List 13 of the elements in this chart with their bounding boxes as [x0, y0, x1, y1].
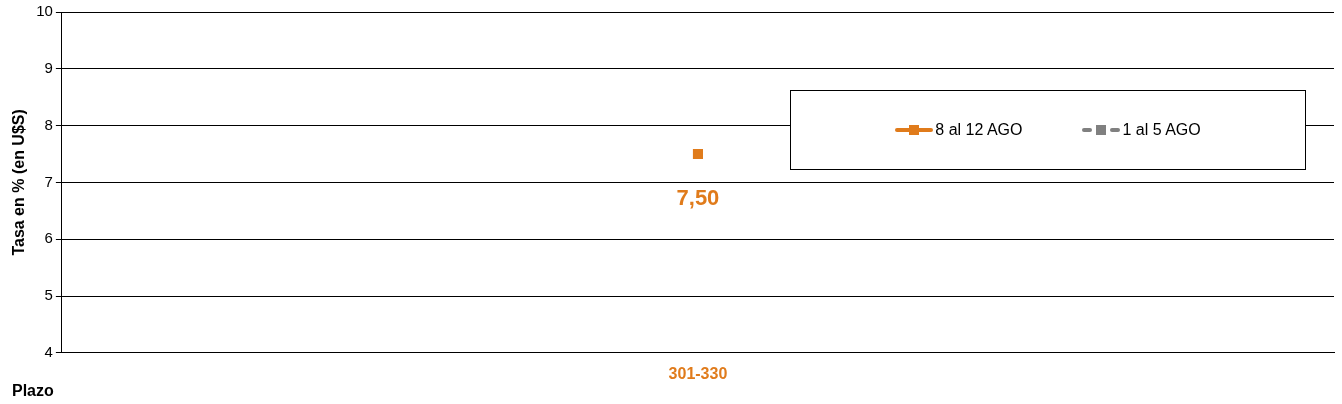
y-tick-label: 7 [44, 172, 53, 190]
legend-label: 8 al 12 AGO [935, 121, 1023, 139]
y-axis-title: Tasa en % (en U$S) [10, 109, 28, 256]
y-tick-label: 5 [44, 286, 53, 304]
y-tick-label: 10 [36, 2, 53, 20]
y-tick-label: 6 [44, 229, 53, 247]
y-tick-label: 8 [44, 115, 53, 133]
legend-label: 1 al 5 AGO [1122, 121, 1201, 139]
data-label: 7,50 [676, 185, 720, 211]
y-tick-label: 9 [44, 58, 53, 76]
x-axis-title: Plazo [12, 382, 54, 400]
x-tick-label: 301-330 [668, 364, 728, 382]
y-tick-label: 4 [44, 342, 53, 360]
